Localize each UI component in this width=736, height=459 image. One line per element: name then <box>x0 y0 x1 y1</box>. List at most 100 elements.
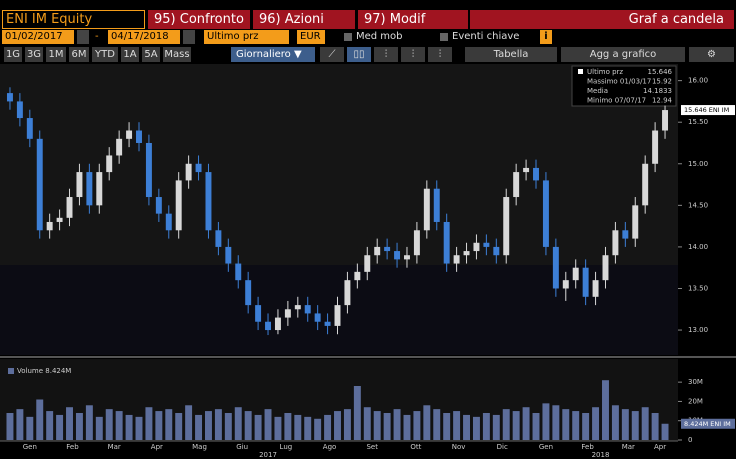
candle-body <box>145 142 152 198</box>
volume-bar <box>343 409 351 440</box>
volume-bar <box>542 403 550 440</box>
candle-body <box>195 163 202 173</box>
volume-bar <box>611 405 619 440</box>
candle-body <box>483 242 490 247</box>
month-label: Gen <box>23 443 37 451</box>
volume-bar <box>16 409 24 440</box>
end-date[interactable]: 04/17/2018 <box>108 30 180 44</box>
volume-bar <box>56 414 64 440</box>
candle-body <box>36 138 43 231</box>
candle-body <box>46 221 53 231</box>
ohlc-icon[interactable]: ⫶ <box>401 47 425 62</box>
year-label: 2018 <box>592 451 610 459</box>
table-button[interactable]: Tabella <box>465 47 557 62</box>
info-icon[interactable]: i <box>540 30 552 44</box>
candle-body <box>513 172 520 198</box>
candle-body <box>106 155 113 173</box>
period-button[interactable]: 5A <box>142 47 160 62</box>
field-select[interactable]: Ultimo prz <box>204 30 289 44</box>
period-button[interactable]: YTD <box>92 47 118 62</box>
y-tick-label: 15.00 <box>688 160 708 168</box>
checkbox[interactable] <box>440 33 448 41</box>
period-button[interactable]: 3G <box>25 47 43 62</box>
period-button[interactable]: 1G <box>4 47 22 62</box>
period-button[interactable]: 1A <box>121 47 139 62</box>
period-button[interactable]: Mass <box>163 47 191 62</box>
currency-select[interactable]: EUR <box>297 30 325 44</box>
candle-body <box>96 172 103 206</box>
key-events: Eventi chiave <box>452 31 520 42</box>
volume-bar <box>651 413 659 440</box>
legend-name: Ultimo prz <box>587 68 623 76</box>
y-tick-label: 14.50 <box>688 201 708 209</box>
candle-body <box>473 242 480 252</box>
hlc-icon[interactable]: ⫶ <box>428 47 452 62</box>
candle-body <box>344 280 351 306</box>
volume-bar <box>145 407 153 440</box>
period-button[interactable]: 1M <box>46 47 66 62</box>
candle-body <box>155 197 162 214</box>
candle-body <box>284 309 291 318</box>
line-icon[interactable]: ⟋ <box>320 47 344 62</box>
volume-bar <box>115 411 123 440</box>
month-label: Set <box>366 443 378 451</box>
volume-bar <box>224 413 232 440</box>
volume-bar <box>502 409 510 440</box>
ticker-field[interactable]: ENI IM Equity <box>2 10 145 29</box>
period-button[interactable]: 6M <box>69 47 89 62</box>
candle-body <box>16 101 23 119</box>
legend-value: 12.94 <box>652 97 673 105</box>
candle-body <box>56 217 63 222</box>
candle-body <box>493 246 500 256</box>
start-date[interactable]: 01/02/2017 <box>2 30 74 44</box>
volume-bar <box>512 411 520 440</box>
volume-bar <box>433 409 441 440</box>
volume-bar <box>75 413 83 440</box>
volume-bar <box>264 409 272 440</box>
calendar-icon[interactable] <box>183 30 195 44</box>
volume-bar <box>552 405 560 440</box>
volume-bar <box>582 413 590 440</box>
candle-body <box>235 263 242 281</box>
candle-body <box>592 280 599 297</box>
settings-button[interactable]: ⚙ <box>689 47 734 62</box>
legend-name: Minimo 07/07/17 <box>587 97 646 105</box>
candle-body <box>324 321 331 326</box>
bar-icon[interactable]: ⫶ <box>374 47 398 62</box>
candle-body <box>413 230 420 256</box>
compare-button[interactable]: 95) Confronto <box>148 10 250 29</box>
y-tick-label: 15.50 <box>688 118 708 126</box>
volume-bar <box>661 423 669 440</box>
legend-value: 15.92 <box>652 78 672 86</box>
checkbox[interactable] <box>344 33 352 41</box>
candle-body <box>6 93 13 102</box>
volume-bar <box>66 407 73 440</box>
candle-body <box>453 255 460 264</box>
panel-divider <box>0 356 736 358</box>
volume-bar <box>284 413 292 440</box>
candle-body <box>552 246 559 289</box>
candle-body <box>364 255 371 272</box>
volume-tick-label: 30M <box>688 378 703 386</box>
month-label: Apr <box>654 443 666 451</box>
frequency-select[interactable]: Giornaliero ▼ <box>231 47 315 62</box>
volume-bar <box>453 411 461 440</box>
month-label: Ott <box>410 443 421 451</box>
actions-button[interactable]: 96) Azioni <box>253 10 355 29</box>
last-price-tag <box>681 105 735 116</box>
candle-body <box>433 188 440 222</box>
candle-body <box>26 118 33 139</box>
candle-body <box>394 251 401 260</box>
edit-button[interactable]: 97) Modif <box>358 10 468 29</box>
y-tick-label: 13.50 <box>688 284 708 292</box>
month-label: Feb <box>581 443 594 451</box>
candle-body <box>245 280 252 306</box>
add-to-chart-button[interactable]: Agg a grafico <box>561 47 685 62</box>
volume-bar <box>214 409 222 440</box>
month-label: Mag <box>192 443 207 451</box>
candle-icon[interactable]: ▯▯ <box>347 47 371 62</box>
volume-bar <box>443 413 451 440</box>
candle-body <box>255 305 262 322</box>
calendar-icon[interactable] <box>77 30 89 44</box>
